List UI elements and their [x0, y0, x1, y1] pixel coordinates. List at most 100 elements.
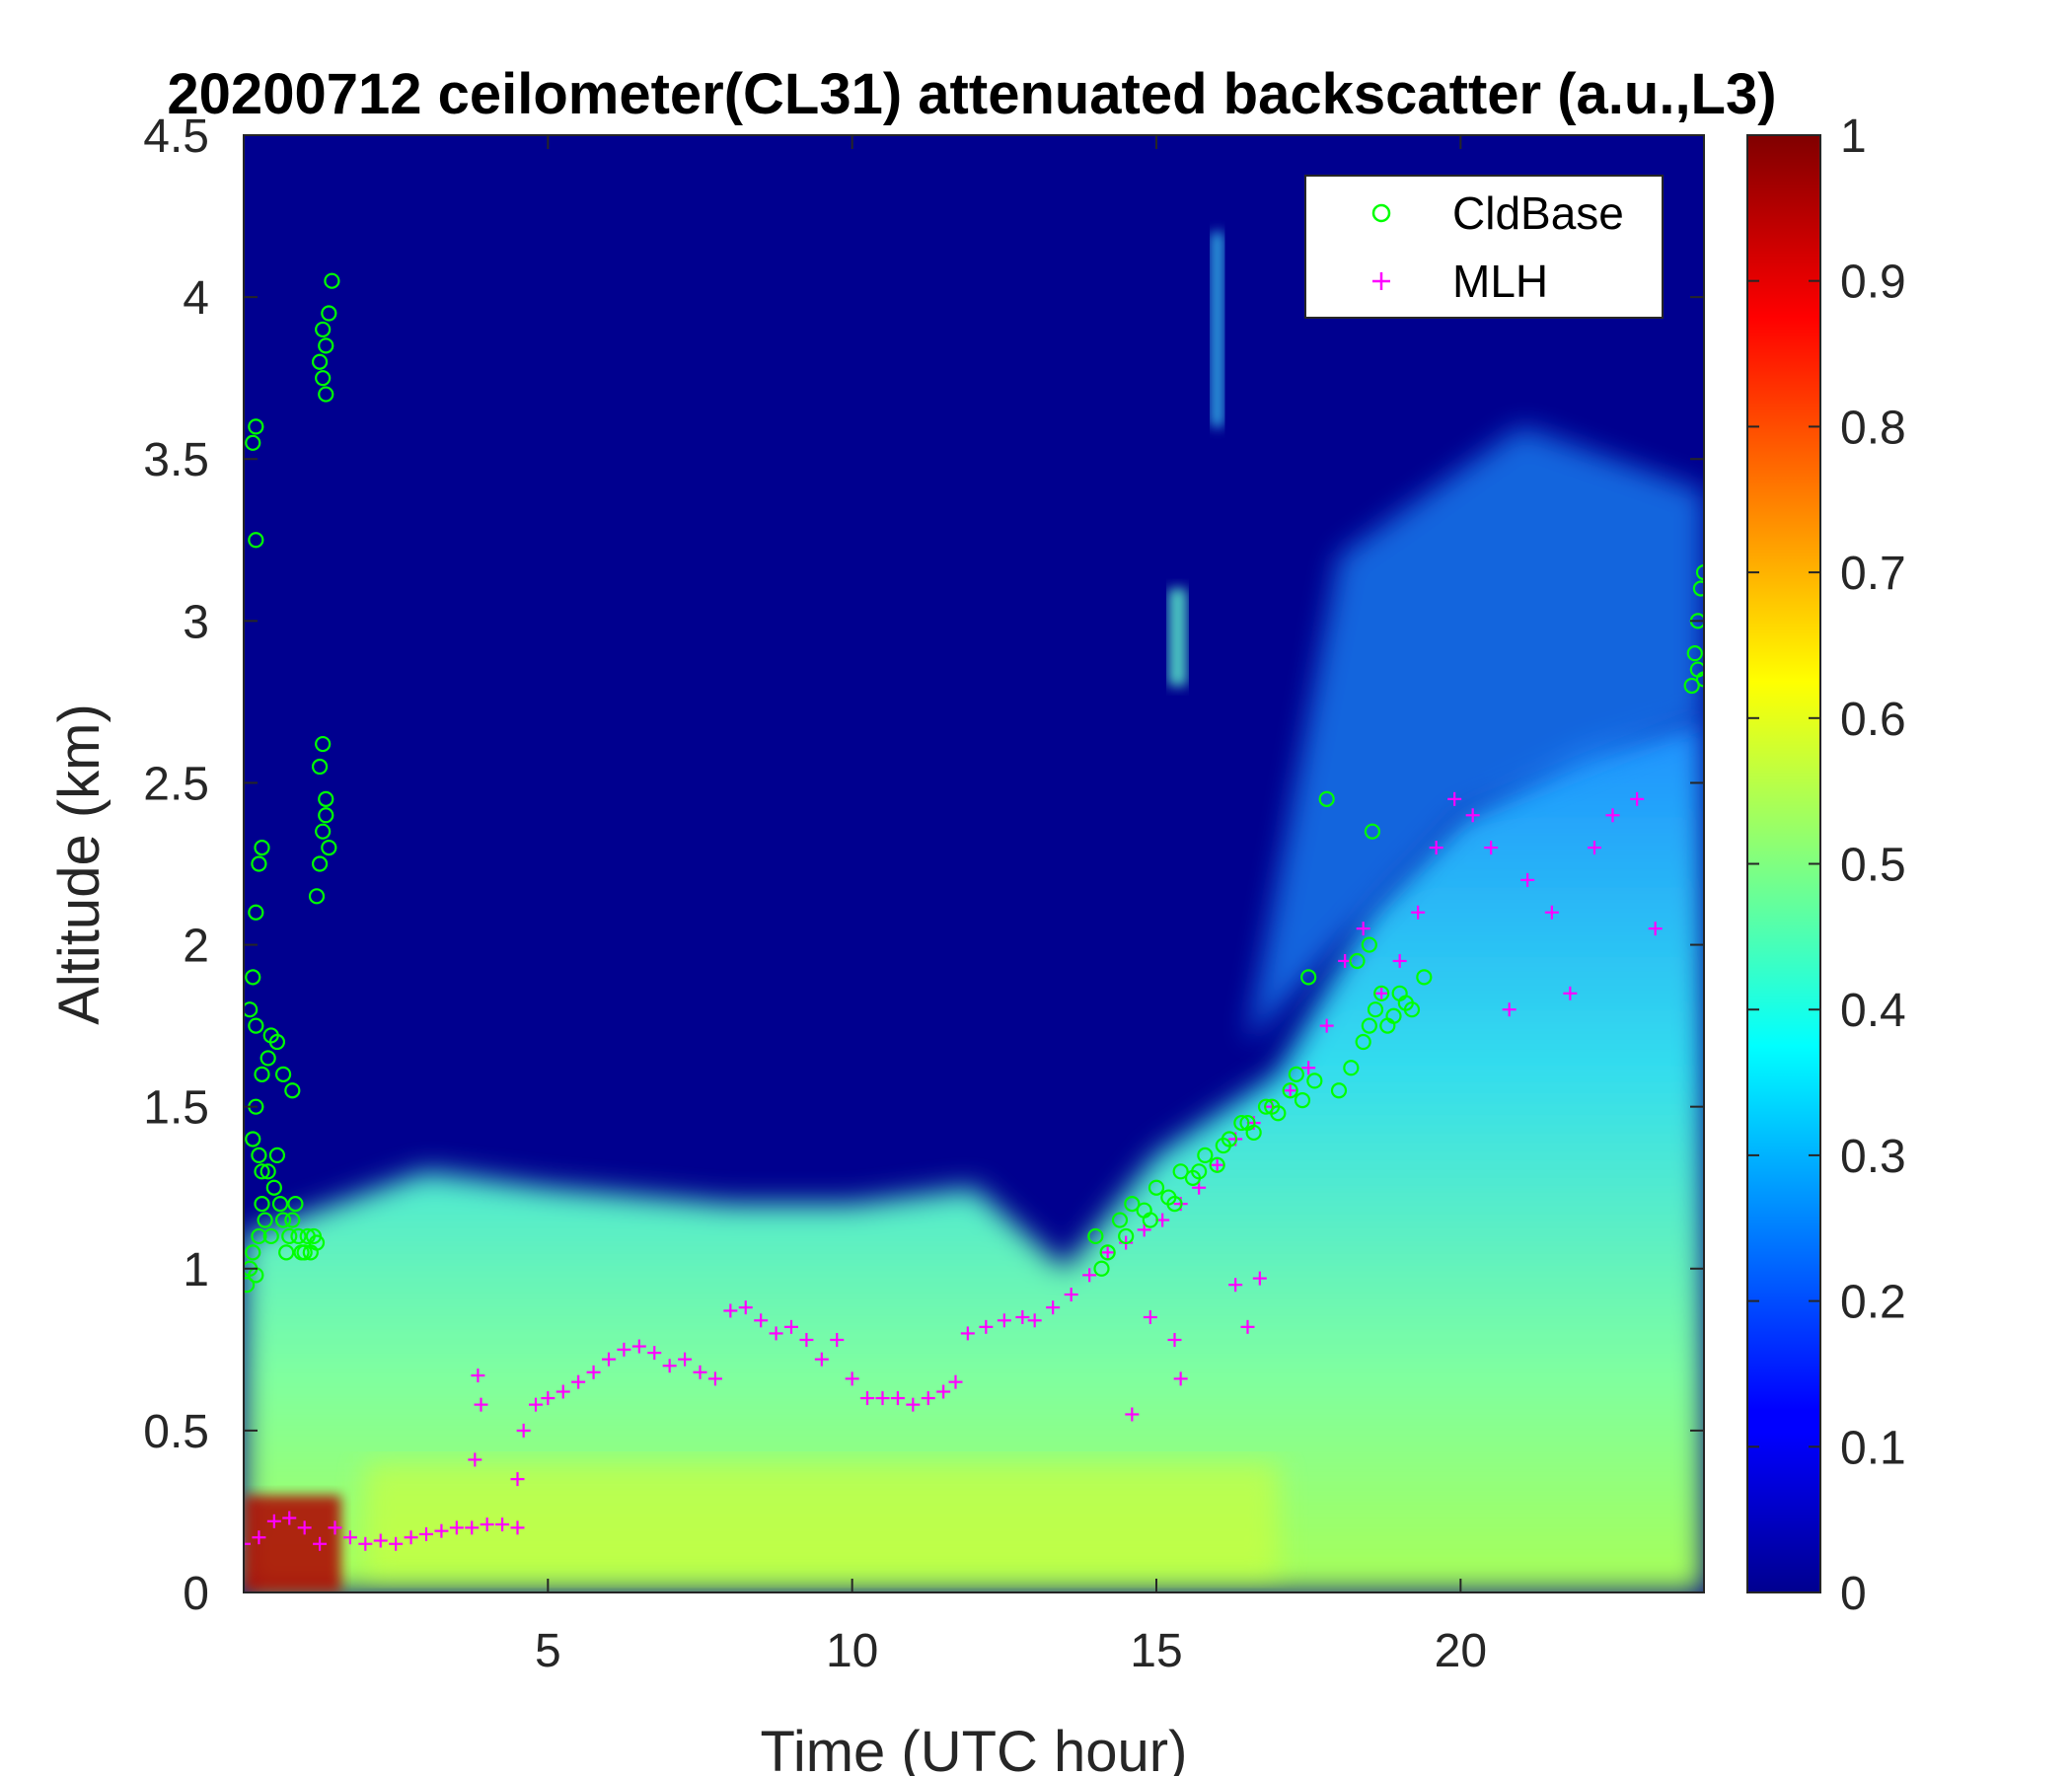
cldbase-point — [1692, 580, 1704, 597]
cldbase-point — [1686, 645, 1703, 662]
cldbase-point — [248, 904, 264, 921]
cldbase-point — [1093, 1260, 1110, 1277]
mlh-point — [662, 1359, 677, 1373]
y-tick-label: 1 — [183, 1244, 209, 1296]
cldbase-point — [318, 386, 334, 403]
mlh-point — [1429, 841, 1443, 855]
y-tick-label: 0.5 — [143, 1406, 209, 1458]
mlh-point — [1064, 1288, 1078, 1302]
cldbase-point — [1294, 1092, 1311, 1109]
cldbase-point — [284, 1212, 301, 1228]
colorbar-tick-label: 0.1 — [1840, 1422, 1906, 1474]
mlh-point — [1630, 791, 1645, 806]
mlh-point — [1082, 1268, 1097, 1283]
mlh-point — [948, 1374, 963, 1389]
mlh-point — [617, 1342, 631, 1357]
cldbase-point — [1373, 985, 1390, 1001]
mlh-point — [1143, 1310, 1157, 1325]
mlh-point — [1411, 905, 1426, 920]
cldbase-point — [284, 1082, 301, 1099]
mlh-point — [1563, 986, 1578, 1000]
cldbase-point — [245, 1131, 261, 1147]
cldbase-point — [265, 1179, 282, 1196]
legend: CldBase MLH — [1304, 175, 1664, 319]
cldbase-point — [1264, 1098, 1281, 1115]
cldbase-point — [1683, 677, 1700, 695]
mlh-point — [510, 1472, 525, 1487]
mlh-point — [921, 1391, 935, 1406]
mlh-point — [1520, 872, 1535, 887]
cldbase-point — [1343, 1060, 1360, 1076]
cldbase-series — [244, 272, 1704, 1294]
mlh-point — [328, 1520, 342, 1535]
cldbase-point — [244, 1277, 256, 1294]
mlh-point — [769, 1326, 783, 1341]
cldbase-point — [1330, 1082, 1348, 1099]
mlh-point — [342, 1530, 357, 1545]
cldbase-point — [308, 1234, 326, 1251]
cldbase-point — [315, 321, 332, 338]
cldbase-point — [251, 855, 267, 872]
cldbase-point — [1306, 1073, 1323, 1089]
mlh-point — [480, 1517, 494, 1532]
mlh-point — [1588, 841, 1601, 855]
cldbase-point — [1172, 1163, 1189, 1180]
cldbase-point — [278, 1244, 295, 1261]
cldbase-point — [248, 1017, 264, 1034]
cldbase-point — [296, 1244, 313, 1261]
mlh-point — [1648, 922, 1663, 936]
mlh-point — [555, 1384, 570, 1399]
colorbar-tick-label: 0.6 — [1840, 694, 1906, 746]
mlh-point — [814, 1352, 829, 1367]
cldbase-point — [290, 1227, 307, 1245]
y-tick-label: 4 — [183, 272, 209, 325]
mlh-point — [693, 1365, 707, 1379]
mlh-point — [1283, 1083, 1297, 1098]
colorbar-tick-label: 0.9 — [1840, 257, 1906, 309]
colorbar-tick-label: 0 — [1840, 1568, 1867, 1620]
colorbar: 0 0.1 0.2 0.3 0.4 0.5 0.6 0.7 0.8 0.9 1 — [1746, 111, 1906, 1620]
cldbase-point — [1191, 1163, 1208, 1180]
cldbase-point — [1361, 936, 1377, 953]
cldbase-point — [259, 1050, 276, 1067]
x-axis: 5 10 15 20 — [535, 135, 1487, 1677]
cldbase-point — [1397, 995, 1414, 1011]
cldbase-point — [318, 790, 334, 807]
mlh-point — [1015, 1310, 1030, 1325]
cldbase-point — [251, 1147, 267, 1164]
mlh-point — [1319, 1018, 1334, 1033]
backscatter-field — [244, 232, 1704, 1592]
mlh-point — [282, 1511, 297, 1525]
colorbar-tick-label: 0.4 — [1840, 985, 1906, 1037]
mlh-point — [516, 1423, 531, 1438]
mlh-point — [860, 1391, 875, 1406]
mlh-point — [252, 1530, 266, 1545]
cldbase-point — [1416, 969, 1433, 986]
mlh-point — [510, 1520, 525, 1535]
cldbase-point — [1111, 1212, 1129, 1228]
mlh-point — [1027, 1313, 1042, 1328]
mlh-point — [434, 1523, 449, 1538]
cldbase-point — [281, 1227, 298, 1245]
legend-cldbase-label: CldBase — [1452, 187, 1624, 239]
cldbase-point — [311, 758, 329, 776]
mlh-point — [875, 1391, 890, 1406]
y-tick-label: 1.5 — [143, 1082, 209, 1135]
cldbase-point — [318, 807, 334, 824]
elevated-layer — [1168, 588, 1187, 686]
mlh-point — [471, 1369, 485, 1383]
mlh-point — [979, 1319, 994, 1334]
cldbase-point — [1233, 1114, 1250, 1132]
legend-mlh-marker — [1372, 272, 1390, 290]
mlh-point — [1356, 922, 1370, 936]
cldbase-point — [318, 337, 334, 354]
cldbase-point — [248, 532, 264, 549]
colorbar-tick-label: 0.8 — [1840, 402, 1906, 454]
mlh-point — [1240, 1319, 1255, 1334]
mlh-point — [389, 1536, 404, 1551]
mlh-point — [1252, 1271, 1267, 1286]
cldbase-point — [254, 1066, 270, 1082]
mlh-point — [266, 1514, 281, 1528]
mlh-point — [529, 1397, 543, 1412]
